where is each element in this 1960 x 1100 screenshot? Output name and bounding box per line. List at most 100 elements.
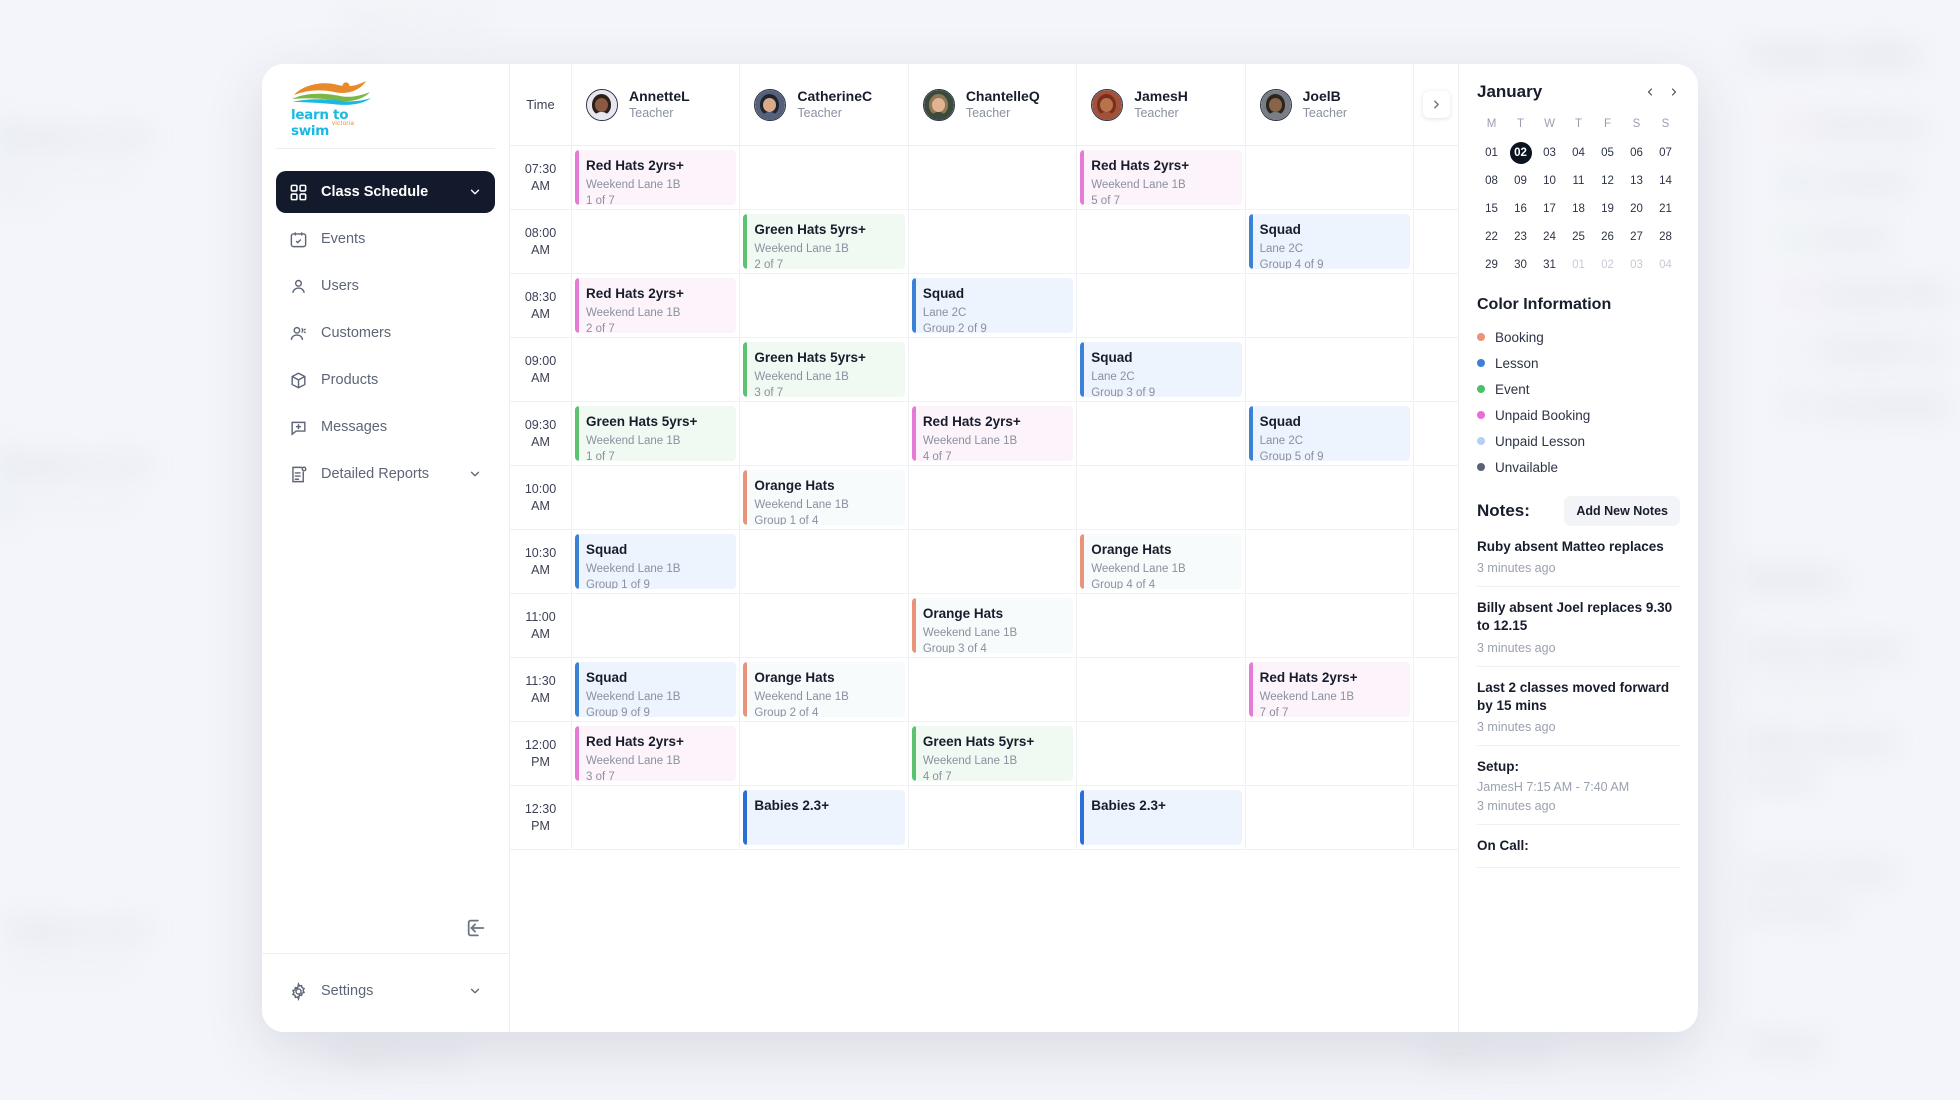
calendar-slot[interactable] [1246, 274, 1415, 337]
mini-calendar-day[interactable]: 28 [1659, 231, 1672, 243]
calendar-slot[interactable] [572, 338, 741, 401]
calendar-event[interactable]: Green Hats 5yrs+ Weekend Lane 1B 4 of 7 [911, 726, 1074, 781]
calendar-event[interactable]: Squad Weekend Lane 1B Group 9 of 9 [575, 662, 737, 717]
chevron-left-icon[interactable] [1644, 84, 1656, 100]
mini-calendar-day[interactable]: 20 [1630, 203, 1643, 215]
calendar-slot[interactable] [740, 594, 909, 657]
calendar-event[interactable]: Red Hats 2yrs+ Weekend Lane 1B 4 of 7 [911, 406, 1074, 461]
calendar-slot[interactable] [1077, 274, 1246, 337]
calendar-event[interactable]: Green Hats 5yrs+ Weekend Lane 1B 2 of 7 [743, 214, 905, 269]
calendar-event[interactable]: Squad Lane 2C Group 2 of 9 [911, 278, 1074, 333]
mini-calendar-grid[interactable]: M T W T F S S 01 02 03 04 05 06 07 08 09 10 11 12 13 14 15 16 1… [1477, 118, 1680, 276]
calendar-slot[interactable]: Red Hats 2yrs+ Weekend Lane 1B 2 of 7 [572, 274, 741, 337]
calendar-slot[interactable] [740, 274, 909, 337]
calendar-slot[interactable] [1077, 210, 1246, 273]
mini-calendar-day[interactable]: 01 [1485, 147, 1498, 159]
mini-calendar-day[interactable]: 23 [1514, 231, 1527, 243]
calendar-event[interactable]: Red Hats 2yrs+ Weekend Lane 1B 7 of 7 [1248, 662, 1411, 717]
calendar-slot[interactable] [572, 786, 741, 849]
calendar-event[interactable]: Squad Weekend Lane 1B Group 1 of 9 [575, 534, 737, 589]
teacher-column-header[interactable]: AnnetteL Teacher [572, 64, 741, 145]
mini-calendar-day[interactable]: 15 [1485, 203, 1498, 215]
calendar-slot[interactable]: Squad Weekend Lane 1B Group 1 of 9 [572, 530, 741, 593]
calendar-slot[interactable] [1246, 722, 1415, 785]
mini-calendar-day[interactable]: 27 [1630, 231, 1643, 243]
calendar-event[interactable]: Orange Hats Weekend Lane 1B Group 3 of 4 [911, 598, 1074, 653]
mini-calendar-day[interactable]: 08 [1485, 175, 1498, 187]
mini-calendar-day[interactable]: 12 [1601, 175, 1614, 187]
calendar-slot[interactable] [1077, 658, 1246, 721]
mini-calendar-day[interactable]: 29 [1485, 259, 1498, 271]
calendar-slot[interactable]: Red Hats 2yrs+ Weekend Lane 1B 3 of 7 [572, 722, 741, 785]
calendar-slot[interactable] [740, 722, 909, 785]
calendar-slot[interactable]: Green Hats 5yrs+ Weekend Lane 1B 1 of 7 [572, 402, 741, 465]
calendar-slot[interactable] [740, 402, 909, 465]
mini-calendar-day[interactable]: 11 [1572, 175, 1585, 187]
calendar-event[interactable]: Babies 2.3+ [743, 790, 905, 845]
mini-calendar-day[interactable]: 18 [1572, 203, 1585, 215]
calendar-event[interactable]: Squad Lane 2C Group 3 of 9 [1080, 342, 1242, 397]
mini-calendar-day[interactable]: 10 [1543, 175, 1556, 187]
sidebar-item-messages[interactable]: Messages [276, 406, 495, 448]
calendar-slot[interactable] [1246, 530, 1415, 593]
calendar-event[interactable]: Red Hats 2yrs+ Weekend Lane 1B 1 of 7 [575, 150, 737, 205]
calendar-slot[interactable]: Red Hats 2yrs+ Weekend Lane 1B 5 of 7 [1077, 146, 1246, 209]
calendar-slot[interactable] [909, 466, 1078, 529]
calendar-slot[interactable]: Red Hats 2yrs+ Weekend Lane 1B 1 of 7 [572, 146, 741, 209]
sidebar-item-products[interactable]: Products [276, 359, 495, 401]
sidebar-item-events[interactable]: Events [276, 218, 495, 260]
calendar-slot[interactable] [1246, 146, 1415, 209]
next-teachers-button[interactable] [1414, 64, 1458, 145]
calendar-slot[interactable] [1246, 786, 1415, 849]
mini-calendar-day[interactable]: 02 [1601, 259, 1614, 271]
calendar-event[interactable]: Red Hats 2yrs+ Weekend Lane 1B 3 of 7 [575, 726, 737, 781]
mini-calendar-day[interactable]: 03 [1630, 259, 1643, 271]
calendar-event[interactable]: Orange Hats Weekend Lane 1B Group 2 of 4 [743, 662, 905, 717]
chevron-right-icon[interactable] [1668, 84, 1680, 100]
teacher-column-header[interactable]: JamesH Teacher [1077, 64, 1246, 145]
teacher-column-header[interactable]: JoelB Teacher [1246, 64, 1415, 145]
mini-calendar-day[interactable]: 19 [1601, 203, 1614, 215]
mini-calendar-day[interactable]: 05 [1601, 147, 1614, 159]
calendar-slot[interactable] [909, 530, 1078, 593]
calendar-event[interactable]: Squad Lane 2C Group 5 of 9 [1248, 406, 1411, 461]
note-item[interactable]: Billy absent Joel replaces 9.30 to 12.15… [1477, 587, 1680, 667]
mini-calendar-day[interactable]: 21 [1659, 203, 1672, 215]
calendar-slot[interactable] [909, 210, 1078, 273]
calendar-event[interactable]: Babies 2.3+ [1080, 790, 1242, 845]
add-new-notes-button[interactable]: Add New Notes [1564, 496, 1680, 526]
mini-calendar-day[interactable]: 24 [1543, 231, 1556, 243]
mini-calendar-day[interactable]: 31 [1543, 259, 1556, 271]
sidebar-item-customers[interactable]: Customers [276, 312, 495, 354]
note-item[interactable]: On Call: [1477, 825, 1680, 868]
mini-calendar-day[interactable]: 04 [1572, 147, 1585, 159]
calendar-event[interactable]: Orange Hats Weekend Lane 1B Group 4 of 4 [1080, 534, 1242, 589]
calendar-slot[interactable] [1077, 594, 1246, 657]
calendar-event[interactable]: Red Hats 2yrs+ Weekend Lane 1B 5 of 7 [1080, 150, 1242, 205]
mini-calendar-day[interactable]: 30 [1514, 259, 1527, 271]
mini-calendar-day[interactable]: 17 [1543, 203, 1556, 215]
calendar-slot[interactable] [572, 210, 741, 273]
note-item[interactable]: Last 2 classes moved forward by 15 mins 3… [1477, 667, 1680, 747]
calendar-slot[interactable] [572, 466, 741, 529]
calendar-slot[interactable] [909, 338, 1078, 401]
calendar-event[interactable]: Green Hats 5yrs+ Weekend Lane 1B 3 of 7 [743, 342, 905, 397]
app-logo[interactable]: learn to swim victoria [262, 64, 509, 148]
calendar-event[interactable]: Green Hats 5yrs+ Weekend Lane 1B 1 of 7 [575, 406, 737, 461]
calendar-slot[interactable] [1077, 402, 1246, 465]
calendar-slot[interactable] [740, 146, 909, 209]
calendar-slot[interactable]: Squad Lane 2C Group 4 of 9 [1246, 210, 1415, 273]
mini-calendar-day[interactable]: 13 [1630, 175, 1643, 187]
sidebar-item-class-schedule[interactable]: Class Schedule [276, 171, 495, 213]
note-item[interactable]: Setup: JamesH 7:15 AM - 7:40 AM 3 minutes … [1477, 746, 1680, 826]
calendar-slot[interactable] [909, 786, 1078, 849]
calendar-slot[interactable]: Squad Weekend Lane 1B Group 9 of 9 [572, 658, 741, 721]
calendar-slot[interactable]: Green Hats 5yrs+ Weekend Lane 1B 3 of 7 [740, 338, 909, 401]
mini-calendar-day[interactable]: 03 [1543, 147, 1556, 159]
calendar-slot[interactable]: Orange Hats Weekend Lane 1B Group 1 of 4 [740, 466, 909, 529]
calendar-slot[interactable] [740, 530, 909, 593]
calendar-slot[interactable]: Red Hats 2yrs+ Weekend Lane 1B 4 of 7 [909, 402, 1078, 465]
mini-calendar-day[interactable]: 07 [1659, 147, 1672, 159]
calendar-slot[interactable]: Orange Hats Weekend Lane 1B Group 4 of 4 [1077, 530, 1246, 593]
calendar-event[interactable]: Orange Hats Weekend Lane 1B Group 1 of 4 [743, 470, 905, 525]
